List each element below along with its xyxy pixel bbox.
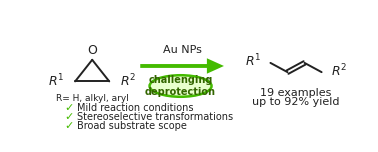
Text: Stereoselective transformations: Stereoselective transformations	[77, 112, 233, 122]
Text: Au NPs: Au NPs	[163, 45, 201, 55]
Text: 19 examples: 19 examples	[260, 88, 332, 98]
Text: $R^1$: $R^1$	[48, 72, 64, 89]
FancyArrow shape	[140, 58, 224, 74]
Text: $R^2$: $R^2$	[331, 62, 347, 79]
Ellipse shape	[150, 75, 212, 97]
Text: R= H, alkyl, aryl: R= H, alkyl, aryl	[56, 94, 129, 103]
Text: ✓: ✓	[64, 103, 74, 113]
Text: ✓: ✓	[64, 121, 74, 131]
Text: Mild reaction conditions: Mild reaction conditions	[77, 103, 193, 113]
Text: challenging
deprotection: challenging deprotection	[145, 75, 216, 97]
Text: up to 92% yield: up to 92% yield	[252, 97, 340, 107]
Text: ✓: ✓	[64, 112, 74, 122]
Text: $R^1$: $R^1$	[245, 53, 261, 70]
Text: Broad substrate scope: Broad substrate scope	[77, 121, 187, 131]
Text: H₂, ligand: H₂, ligand	[155, 77, 209, 87]
Text: O: O	[87, 44, 97, 57]
Text: $R^2$: $R^2$	[120, 72, 136, 89]
